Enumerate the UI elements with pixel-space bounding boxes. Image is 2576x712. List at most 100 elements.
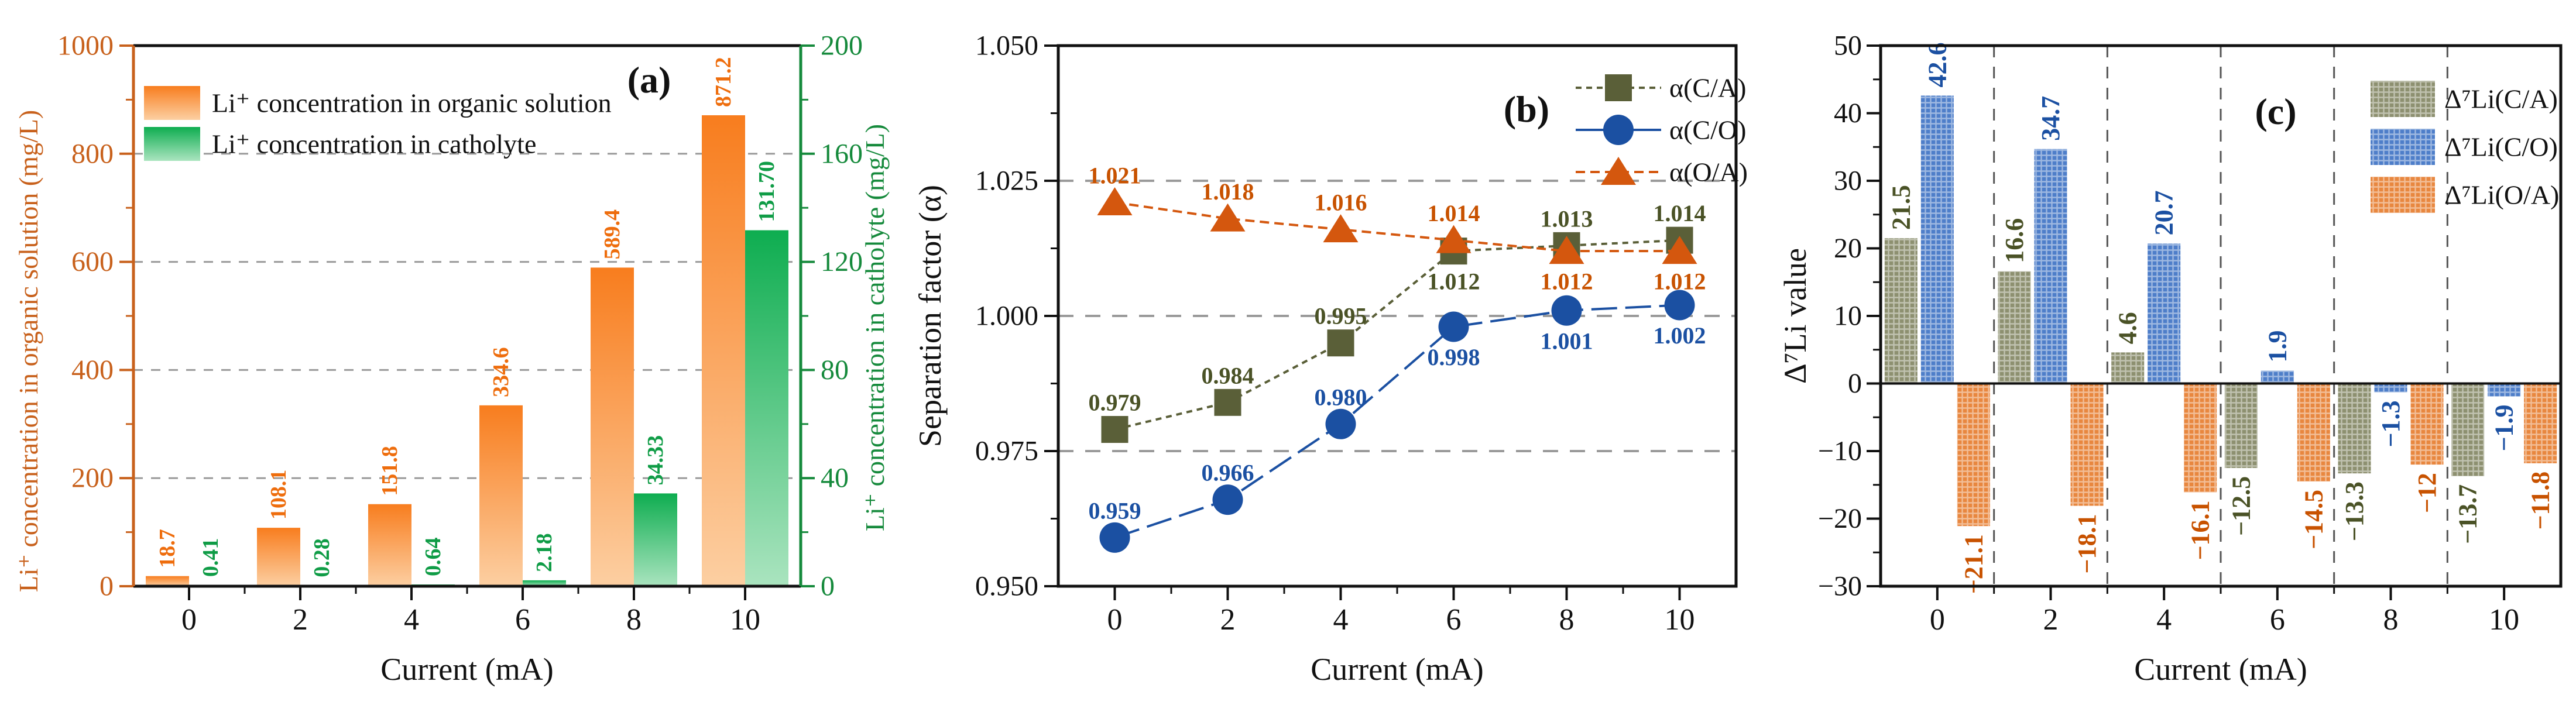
legend-label-alpha-CO: α(C/O) bbox=[1669, 115, 1746, 145]
point-circle-1-2 bbox=[1212, 484, 1243, 515]
point-square-0-2 bbox=[1214, 388, 1241, 416]
legend-swatch-catholyte bbox=[144, 127, 200, 161]
x-tick-label-8: 8 bbox=[2383, 603, 2399, 637]
bar-hatch-0-4 bbox=[2111, 352, 2145, 384]
bar-value-1-0: 42.6 bbox=[1923, 42, 1951, 87]
bar-value-organic-2: 108.1 bbox=[266, 470, 291, 520]
point-value-1-0: 0.959 bbox=[1089, 497, 1141, 524]
x-tick-label-2: 2 bbox=[1220, 603, 1236, 637]
line-α(O/A) bbox=[1114, 201, 1680, 253]
bar-hatch-0-2 bbox=[1998, 271, 2031, 384]
x-tick-label-2: 2 bbox=[2043, 603, 2059, 637]
point-value-2-2: 1.018 bbox=[1202, 178, 1254, 205]
bar-value-organic-8: 589.4 bbox=[600, 209, 625, 260]
bar-hatch-1-4 bbox=[2148, 243, 2181, 384]
bar-value-0-6: −12.5 bbox=[2227, 476, 2255, 536]
bar-value-0-8: −13.3 bbox=[2340, 481, 2369, 541]
bar-value-organic-0: 18.7 bbox=[155, 529, 180, 568]
point-triangle-2-6 bbox=[1436, 225, 1471, 253]
point-value-0-10: 1.014 bbox=[1654, 200, 1706, 226]
legend-label-d7li-CO: Δ⁷Li(C/O) bbox=[2444, 132, 2558, 162]
bar-value-1-6: 1.9 bbox=[2263, 331, 2292, 363]
left-tick-label-800: 800 bbox=[71, 138, 114, 169]
bar-value-1-10: −1.9 bbox=[2490, 404, 2519, 451]
bar-organic-6 bbox=[479, 405, 523, 586]
legend-marker-square-icon bbox=[1605, 74, 1632, 101]
bar-value-0-4: 4.6 bbox=[2114, 312, 2142, 344]
legend-label-alpha-OA: α(O/A) bbox=[1669, 157, 1748, 187]
bar-value-catholyte-8: 34.33 bbox=[643, 435, 668, 486]
panel-b-x-axis-title: Current (mA) bbox=[1311, 652, 1483, 687]
legend-swatch-d7li-CA-hatch bbox=[2371, 81, 2435, 117]
right-tick-label-160: 160 bbox=[821, 138, 863, 169]
y-tick-label--30: −30 bbox=[1818, 571, 1862, 602]
legend-marker-circle-icon bbox=[1603, 115, 1634, 145]
legend-label-catholyte: Li⁺ concentration in catholyte bbox=[212, 129, 536, 159]
y-tick-label--20: −20 bbox=[1818, 503, 1862, 534]
x-tick-label-0: 0 bbox=[181, 603, 197, 637]
panel-c-letter: (c) bbox=[2255, 91, 2296, 132]
x-tick-label-2: 2 bbox=[293, 603, 308, 637]
point-value-0-6: 1.012 bbox=[1428, 269, 1480, 295]
left-tick-label-400: 400 bbox=[71, 355, 114, 386]
point-triangle-2-8 bbox=[1549, 236, 1584, 264]
x-tick-label-10: 10 bbox=[730, 603, 760, 637]
bar-value-2-0: −21.1 bbox=[1959, 534, 1988, 594]
panel-b-y-axis-title: Separation factor (α) bbox=[913, 185, 948, 447]
point-triangle-2-4 bbox=[1323, 214, 1359, 243]
right-tick-label-200: 200 bbox=[821, 30, 863, 61]
point-circle-1-4 bbox=[1325, 408, 1356, 439]
bar-hatch-1-2 bbox=[2034, 149, 2067, 384]
legend-marker-triangle-icon bbox=[1601, 157, 1636, 185]
bar-value-catholyte-4: 0.64 bbox=[421, 538, 445, 577]
bar-hatch-1-10 bbox=[2488, 383, 2521, 397]
bar-organic-2 bbox=[257, 528, 300, 586]
line-α(C/O) bbox=[1114, 304, 1680, 539]
point-value-0-4: 0.995 bbox=[1315, 303, 1367, 329]
bar-organic-0 bbox=[146, 576, 189, 586]
bar-catholyte-8 bbox=[634, 493, 677, 586]
point-triangle-2-2 bbox=[1210, 203, 1246, 232]
bar-value-0-0: 21.5 bbox=[1886, 185, 1915, 230]
right-tick-label-80: 80 bbox=[821, 355, 849, 386]
y-tick-label-0.95: 0.950 bbox=[975, 571, 1038, 602]
panel-b-letter: (b) bbox=[1504, 88, 1549, 130]
bar-value-catholyte-2: 0.28 bbox=[310, 538, 334, 577]
point-triangle-2-10 bbox=[1662, 236, 1697, 264]
bar-value-catholyte-0: 0.41 bbox=[198, 538, 223, 577]
bar-value-organic-10: 871.2 bbox=[711, 57, 736, 108]
x-tick-label-4: 4 bbox=[1333, 603, 1349, 637]
panel-a-right-axis-title: Li⁺ concentration in catholyte (mg/L) bbox=[860, 124, 890, 531]
panel-c-plot: 21.5 16.6 4.6 −12.5 −13.3 −13.7 42.6 34.7 20.7 1.… bbox=[1818, 30, 2563, 637]
bar-hatch-1-0 bbox=[1920, 95, 1954, 384]
x-tick-label-10: 10 bbox=[2489, 603, 2519, 637]
legend-label-organic-solution: Li⁺ concentration in organic solution bbox=[212, 88, 612, 118]
y-tick-label-1.05: 1.050 bbox=[975, 30, 1038, 61]
y-tick-label-30: 30 bbox=[1834, 166, 1862, 197]
panel-c-y-axis-title: Δ⁷Li value bbox=[1778, 248, 1813, 384]
legend-swatch-d7li-CO-hatch bbox=[2371, 129, 2435, 165]
bar-value-0-2: 16.6 bbox=[2000, 218, 2029, 263]
bar-hatch-2-6 bbox=[2297, 383, 2330, 481]
panel-b-plot: 0.950 0.975 1.000 1.025 1.050 0 2 4 6 8 10 0.979 0.9… bbox=[975, 30, 1738, 637]
x-tick-label-4: 4 bbox=[2156, 603, 2172, 637]
point-value-0-2: 0.984 bbox=[1202, 362, 1254, 388]
bar-value-organic-4: 151.8 bbox=[378, 446, 402, 496]
point-square-0-0 bbox=[1101, 416, 1128, 443]
panel-c-x-axis-title: Current (mA) bbox=[2134, 652, 2307, 687]
point-value-1-6: 0.998 bbox=[1428, 344, 1480, 370]
panel-a-letter: (a) bbox=[627, 59, 671, 101]
y-tick-label-10: 10 bbox=[1834, 301, 1862, 332]
x-tick-label-10: 10 bbox=[1665, 603, 1695, 637]
y-tick-label-1: 1.000 bbox=[975, 301, 1038, 332]
right-tick-label-120: 120 bbox=[821, 246, 863, 277]
point-value-1-10: 1.002 bbox=[1654, 322, 1706, 349]
bar-hatch-2-4 bbox=[2184, 383, 2217, 493]
bar-value-2-6: −14.5 bbox=[2299, 490, 2328, 549]
y-tick-label-40: 40 bbox=[1834, 98, 1862, 129]
left-tick-label-1000: 1000 bbox=[57, 30, 114, 61]
point-circle-1-0 bbox=[1099, 522, 1130, 553]
bar-hatch-2-8 bbox=[2410, 383, 2444, 465]
